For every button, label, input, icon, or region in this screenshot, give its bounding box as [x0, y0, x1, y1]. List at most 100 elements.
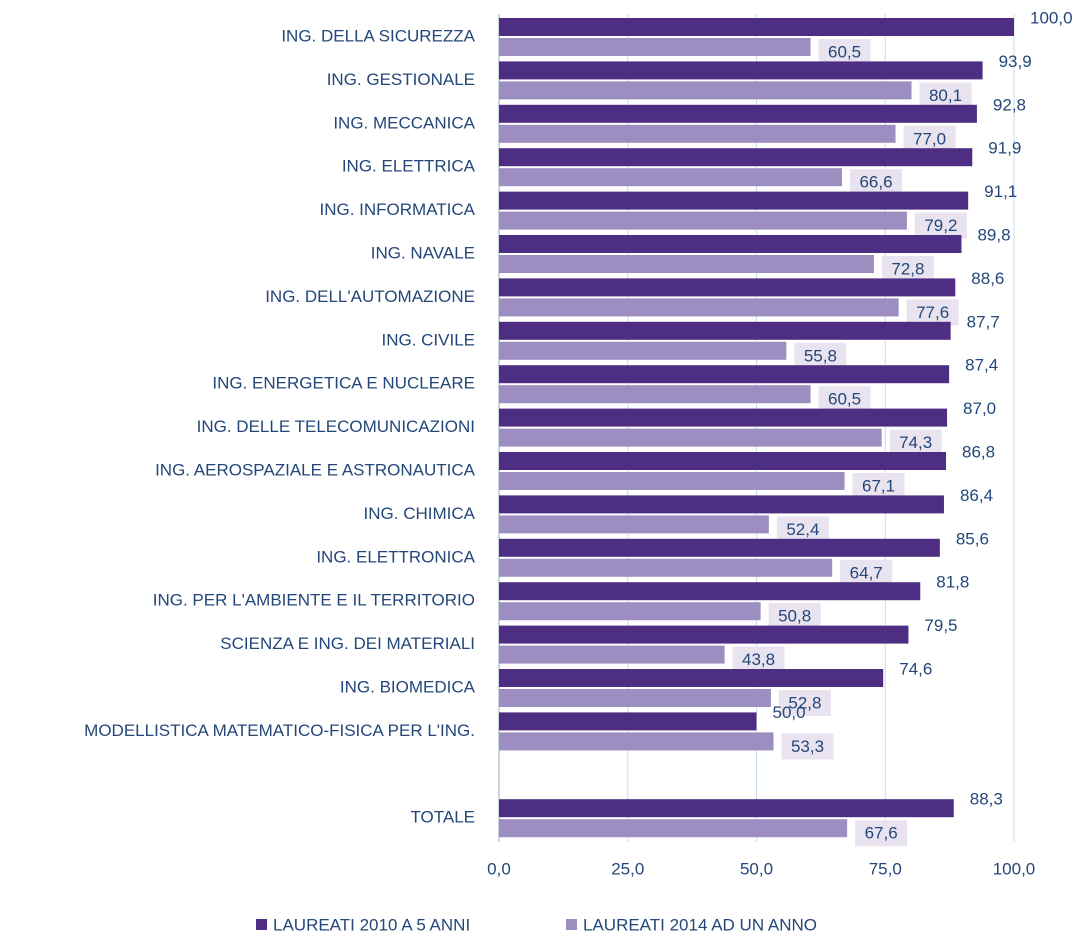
bar [499, 365, 950, 384]
value-label-box [919, 82, 972, 109]
value-label-box [855, 820, 908, 847]
value-label: 85,6 [956, 529, 989, 548]
bar [499, 191, 969, 210]
bar [499, 515, 769, 534]
bar [499, 211, 907, 230]
value-label: 87,7 [967, 312, 1000, 331]
value-label: 100,0 [1030, 8, 1073, 27]
value-label: 87,4 [965, 356, 998, 375]
legend-label: LAUREATI 2010 A 5 ANNI [273, 915, 470, 934]
category-label: ING. GESTIONALE [327, 70, 475, 89]
value-label: 79,5 [924, 616, 957, 635]
bar [499, 321, 951, 340]
value-label: 91,9 [988, 139, 1021, 158]
bar [499, 602, 761, 621]
value-label: 50,8 [778, 607, 811, 626]
value-label-box [852, 473, 905, 499]
category-label: ING. DELLA SICUREZZA [281, 26, 475, 45]
value-label-box [889, 429, 942, 456]
x-tick-label: 25,0 [611, 859, 644, 878]
bar [499, 558, 833, 577]
bar [499, 278, 956, 297]
value-label-box [903, 125, 956, 152]
bar [499, 235, 962, 253]
x-tick-label: 50,0 [740, 859, 773, 878]
value-label: 55,8 [804, 346, 837, 365]
category-label: MODELLISTICA MATEMATICO-FISICA PER L'ING… [84, 721, 475, 740]
category-label: ING. ENERGETICA E NUCLEARE [212, 374, 475, 393]
value-label: 88,6 [971, 269, 1004, 288]
bar [499, 732, 774, 751]
bar [499, 38, 811, 56]
bar [499, 669, 884, 687]
value-label: 43,8 [742, 650, 775, 669]
value-label-box [778, 690, 831, 716]
bar [499, 582, 921, 601]
value-label-box [881, 256, 934, 282]
category-label: ING. CHIMICA [364, 504, 476, 523]
category-label: ING. INFORMATICA [319, 200, 475, 219]
value-label: 91,1 [984, 182, 1017, 201]
bar [499, 428, 882, 447]
value-label: 88,3 [970, 790, 1003, 809]
x-tick-label: 100,0 [993, 859, 1036, 878]
value-label: 79,2 [924, 216, 957, 235]
bar [499, 452, 947, 470]
value-label: 67,1 [862, 476, 895, 495]
bar [499, 81, 912, 100]
value-label: 86,8 [962, 442, 995, 461]
value-label: 89,8 [977, 225, 1010, 244]
value-label: 80,1 [929, 86, 962, 105]
value-label-box [768, 603, 821, 630]
value-label-box [818, 39, 871, 65]
value-label: 50,0 [773, 703, 806, 722]
value-label-box [818, 386, 871, 413]
bar [499, 385, 811, 404]
bar [499, 819, 848, 838]
legend-swatch [566, 919, 577, 930]
value-label: 74,6 [899, 659, 932, 678]
value-label: 77,6 [916, 303, 949, 322]
category-label: ING. PER L'AMBIENTE E IL TERRITORIO [153, 591, 475, 610]
category-label: ING. CIVILE [381, 330, 475, 349]
bar [499, 495, 944, 514]
bar [499, 168, 842, 187]
value-label: 53,3 [791, 737, 824, 756]
bar [499, 104, 977, 123]
value-label: 52,8 [788, 693, 821, 712]
value-label-box [914, 212, 967, 239]
value-label: 72,8 [891, 259, 924, 278]
category-label: ING. AEROSPAZIALE E ASTRONAUTICA [155, 460, 476, 479]
legend-label: LAUREATI 2014 AD UN ANNO [583, 915, 817, 934]
value-label: 77,0 [913, 129, 946, 148]
value-label-box [732, 646, 785, 673]
legend-swatch [256, 919, 267, 930]
category-label: ING. MECCANICA [333, 113, 475, 132]
value-label: 87,0 [963, 399, 996, 418]
bar [499, 124, 896, 143]
category-label: ING. BIOMEDICA [340, 677, 476, 696]
value-label: 52,4 [786, 520, 819, 539]
bar [499, 472, 845, 490]
bar [499, 689, 771, 707]
bar [499, 341, 787, 360]
bar [499, 255, 874, 273]
value-label: 64,7 [850, 563, 883, 582]
category-label: ING. DELL'AUTOMAZIONE [265, 287, 475, 306]
category-label: ING. ELETTRICA [342, 157, 476, 176]
category-label: SCIENZA E ING. DEI MATERIALI [220, 634, 475, 653]
bar [499, 712, 757, 731]
value-label-box [781, 733, 834, 760]
value-label-box [840, 559, 893, 586]
value-label: 67,6 [865, 824, 898, 843]
value-label: 60,5 [828, 390, 861, 409]
value-label: 93,9 [999, 52, 1032, 71]
bar [499, 18, 1014, 36]
value-label-box [849, 169, 902, 196]
category-label: ING. ELETTRONICA [316, 547, 475, 566]
category-label: ING. DELLE TELECOMUNICAZIONI [197, 417, 475, 436]
value-label: 86,4 [960, 486, 993, 505]
bar [499, 148, 973, 167]
bar [499, 298, 899, 317]
